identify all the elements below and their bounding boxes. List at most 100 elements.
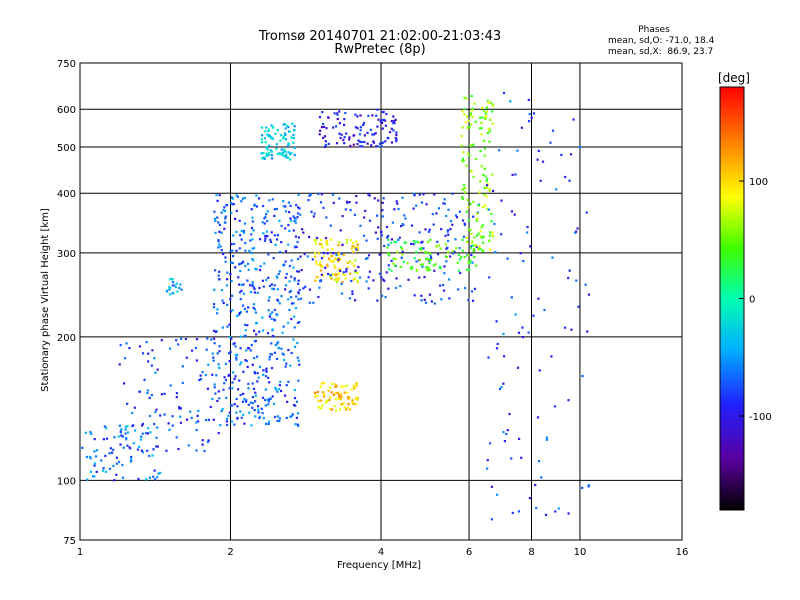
echo-point xyxy=(416,268,419,271)
echo-point xyxy=(467,254,470,257)
echo-point xyxy=(332,252,335,255)
echo-point xyxy=(376,237,379,240)
echo-point xyxy=(455,216,459,219)
echo-point xyxy=(327,272,330,276)
echo-point xyxy=(194,346,197,350)
echo-point xyxy=(89,457,92,460)
echo-point xyxy=(308,288,312,291)
echo-point xyxy=(253,308,257,311)
echo-point xyxy=(555,188,558,191)
echo-point xyxy=(490,212,493,215)
echo-point xyxy=(288,264,291,268)
echo-point xyxy=(232,234,235,237)
echo-point xyxy=(217,432,220,435)
echo-point xyxy=(395,131,398,134)
echo-point xyxy=(418,276,421,279)
echo-point xyxy=(229,310,232,313)
echo-point xyxy=(251,238,254,241)
echo-point xyxy=(272,125,275,128)
echo-point xyxy=(124,357,127,360)
echo-point xyxy=(294,218,297,221)
echo-point xyxy=(303,253,306,256)
echo-point xyxy=(345,200,349,203)
echo-point xyxy=(249,284,252,287)
echo-point xyxy=(482,173,485,176)
echo-point xyxy=(163,413,166,416)
echo-point xyxy=(465,210,468,213)
echo-point xyxy=(492,104,495,107)
echo-point xyxy=(381,121,384,125)
echo-point xyxy=(428,261,431,265)
echo-point xyxy=(337,268,340,271)
echo-point xyxy=(296,412,300,415)
echo-point xyxy=(212,356,215,359)
echo-point xyxy=(472,248,476,251)
echo-point xyxy=(488,276,491,279)
echo-point xyxy=(447,251,450,254)
phase-heading: Phases xyxy=(638,25,670,35)
echo-point xyxy=(218,230,221,233)
echo-point xyxy=(213,329,216,332)
echo-point xyxy=(437,207,441,210)
echo-point xyxy=(282,135,285,138)
echo-point xyxy=(263,157,266,160)
echo-point xyxy=(223,376,226,379)
echo-point xyxy=(217,363,220,366)
echo-point xyxy=(336,391,339,395)
echo-point xyxy=(138,445,141,448)
echo-point xyxy=(321,111,324,114)
echo-point xyxy=(160,393,163,396)
echo-point xyxy=(429,238,432,241)
echo-point xyxy=(345,132,348,135)
phase-o-stats: mean, sd,O: -71.0, 18.4 xyxy=(608,36,715,46)
echo-point xyxy=(267,152,271,155)
echo-point xyxy=(422,193,425,196)
echo-point xyxy=(492,189,495,192)
echo-point xyxy=(284,205,287,208)
echo-point xyxy=(261,279,264,282)
echo-point xyxy=(247,403,250,406)
echo-point xyxy=(252,387,256,390)
echo-point xyxy=(536,158,539,161)
echo-point xyxy=(480,226,483,229)
echo-point xyxy=(115,462,118,465)
echo-point xyxy=(216,312,219,315)
echo-point xyxy=(319,407,322,410)
echo-point xyxy=(261,316,264,319)
echo-point xyxy=(376,299,379,302)
echo-point xyxy=(323,395,326,398)
echo-point xyxy=(363,216,366,219)
echo-point xyxy=(329,396,332,399)
echo-point xyxy=(128,347,131,350)
echo-point xyxy=(387,264,390,267)
echo-point xyxy=(500,233,503,236)
echo-point xyxy=(273,318,276,321)
echo-point xyxy=(326,252,329,255)
echo-point xyxy=(329,224,332,227)
echo-point xyxy=(348,260,352,263)
echo-point xyxy=(292,266,295,269)
echo-point xyxy=(276,288,279,291)
echo-point xyxy=(288,130,291,133)
echo-point xyxy=(291,413,294,416)
echo-point xyxy=(258,286,261,290)
echo-point xyxy=(292,338,295,341)
echo-point xyxy=(319,385,322,388)
echo-point xyxy=(343,136,346,139)
echo-point xyxy=(201,443,204,446)
echo-point xyxy=(228,323,231,326)
echo-point xyxy=(399,265,402,268)
echo-point xyxy=(337,277,340,280)
echo-point xyxy=(381,209,384,212)
echo-point xyxy=(367,287,370,290)
echo-point xyxy=(401,223,404,226)
echo-point xyxy=(351,401,354,404)
echo-point xyxy=(141,422,144,425)
echo-point xyxy=(371,114,374,117)
echo-point xyxy=(410,267,413,270)
echo-point xyxy=(230,243,233,246)
echo-point xyxy=(393,208,396,211)
echo-point xyxy=(245,310,248,313)
echo-point xyxy=(391,221,394,224)
echo-point xyxy=(341,281,344,284)
